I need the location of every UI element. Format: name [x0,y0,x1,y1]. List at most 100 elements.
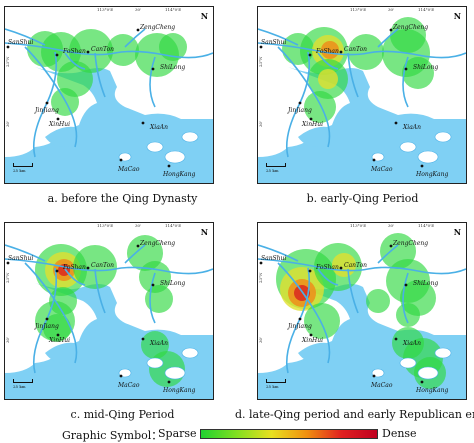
river [5,258,213,275]
place-dot [298,101,302,105]
place-label: SanShui [8,255,34,262]
place-label: MaCao [118,166,140,173]
latitude-label: 30' [5,336,10,343]
scale-bar: 25 km [266,163,286,173]
map-panel-b: SanShui FoShan CanTon ZengCheng ShiLong JinJi… [257,6,467,184]
river [277,262,331,364]
river [285,267,311,374]
river [149,272,156,324]
longitude-label: 113°0'E [97,223,114,228]
place-label: CanTon [344,46,368,53]
place-label: MaCao [118,382,140,389]
place-dot [45,317,49,321]
place-label: FoShan [316,48,339,55]
island [417,366,439,380]
place-label: CanTon [344,262,368,269]
river [124,244,146,264]
place-label: JinJiang [288,323,312,330]
map-svg [5,235,213,399]
longitude-label: 114°0'E [165,223,182,228]
island [118,152,132,162]
place-label: SanShui [261,39,287,46]
place-dot [389,244,393,248]
island [371,368,385,378]
place-dot [141,121,145,125]
density-area [304,91,336,123]
sea-water [258,67,466,183]
density-area [318,69,338,89]
island [181,131,199,143]
scale-bar: 25 km [13,163,33,173]
island [146,141,164,153]
place-dot [394,121,398,125]
place-dot [136,244,140,248]
island [164,366,186,380]
latitude-label: 30' [258,336,263,343]
place-dot [56,333,60,337]
place-label: XiaAn [150,124,168,131]
river [402,56,409,108]
density-area [348,34,384,70]
place-dot [389,28,393,32]
scale-label: 25 km [13,384,26,389]
place-label: JinJiang [35,323,59,330]
river [377,28,399,48]
map-svg [5,28,213,183]
place-dot [308,269,312,273]
density-area [304,303,340,339]
river [32,267,58,374]
river [64,268,86,286]
bay-water [45,342,75,363]
place-dot [151,283,155,287]
scale-label: 25 km [13,168,26,173]
latitude-label: 23°N [5,56,10,67]
density-area [43,314,71,342]
place-label: HongKang [163,171,196,178]
river [317,52,339,70]
river [94,268,106,314]
island [399,141,417,153]
island [434,131,452,143]
place-dot [119,158,123,162]
latitude-label: 30' [258,120,263,127]
place-dot [404,67,408,71]
sea-water [5,283,213,399]
latitude-label: 30' [5,120,10,127]
island [181,347,199,359]
density-area [390,17,426,53]
bay-water [298,126,328,147]
place-dot [55,269,59,273]
longitude-label: 113°0'E [350,7,367,12]
longitude-label: 30' [388,7,395,12]
density-area [49,287,77,315]
map-panel-a: SanShui FoShan CanTon ZengCheng ShiLong JinJi… [4,6,214,184]
longitude-label: 113°0'E [350,223,367,228]
river [24,262,78,364]
scale-bar: 25 km [13,379,33,389]
place-dot [420,164,424,168]
map-svg [258,17,466,183]
longitude-label: 30' [388,223,395,228]
legend-high: Dense [382,427,417,440]
place-dot [167,380,171,384]
density-area [321,41,339,59]
place-label: ShiLong [160,280,186,287]
longitude-label: 114°0'E [418,7,435,12]
map-panel-c: SanShui FoShan CanTon ZengCheng ShiLong JinJi… [4,222,214,400]
place-label: JinJiang [35,107,59,114]
river [258,28,299,46]
place-label: ZengCheng [393,240,429,247]
place-label: HongKang [416,387,449,394]
place-dot [372,158,376,162]
place-dot [45,101,49,105]
place-label: MaCao [371,166,393,173]
place-label: FoShan [63,264,86,271]
river [5,28,46,46]
place-label: XiaAn [403,340,421,347]
bay-water [298,342,328,363]
island [371,152,385,162]
place-dot [298,317,302,321]
place-label: ZengCheng [393,24,429,31]
river [5,244,46,262]
river [24,46,78,148]
